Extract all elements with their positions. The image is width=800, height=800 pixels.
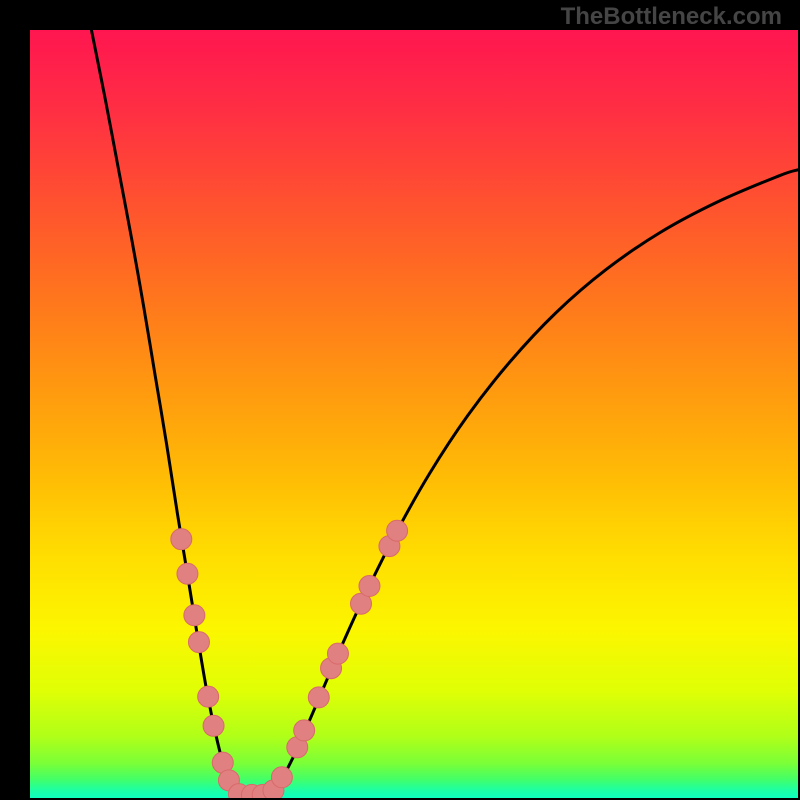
background-gradient	[30, 30, 798, 798]
chart-container: TheBottleneck.com	[0, 0, 800, 800]
frame-band-left	[0, 0, 30, 800]
plot-area	[30, 30, 798, 798]
watermark-text: TheBottleneck.com	[561, 3, 782, 31]
